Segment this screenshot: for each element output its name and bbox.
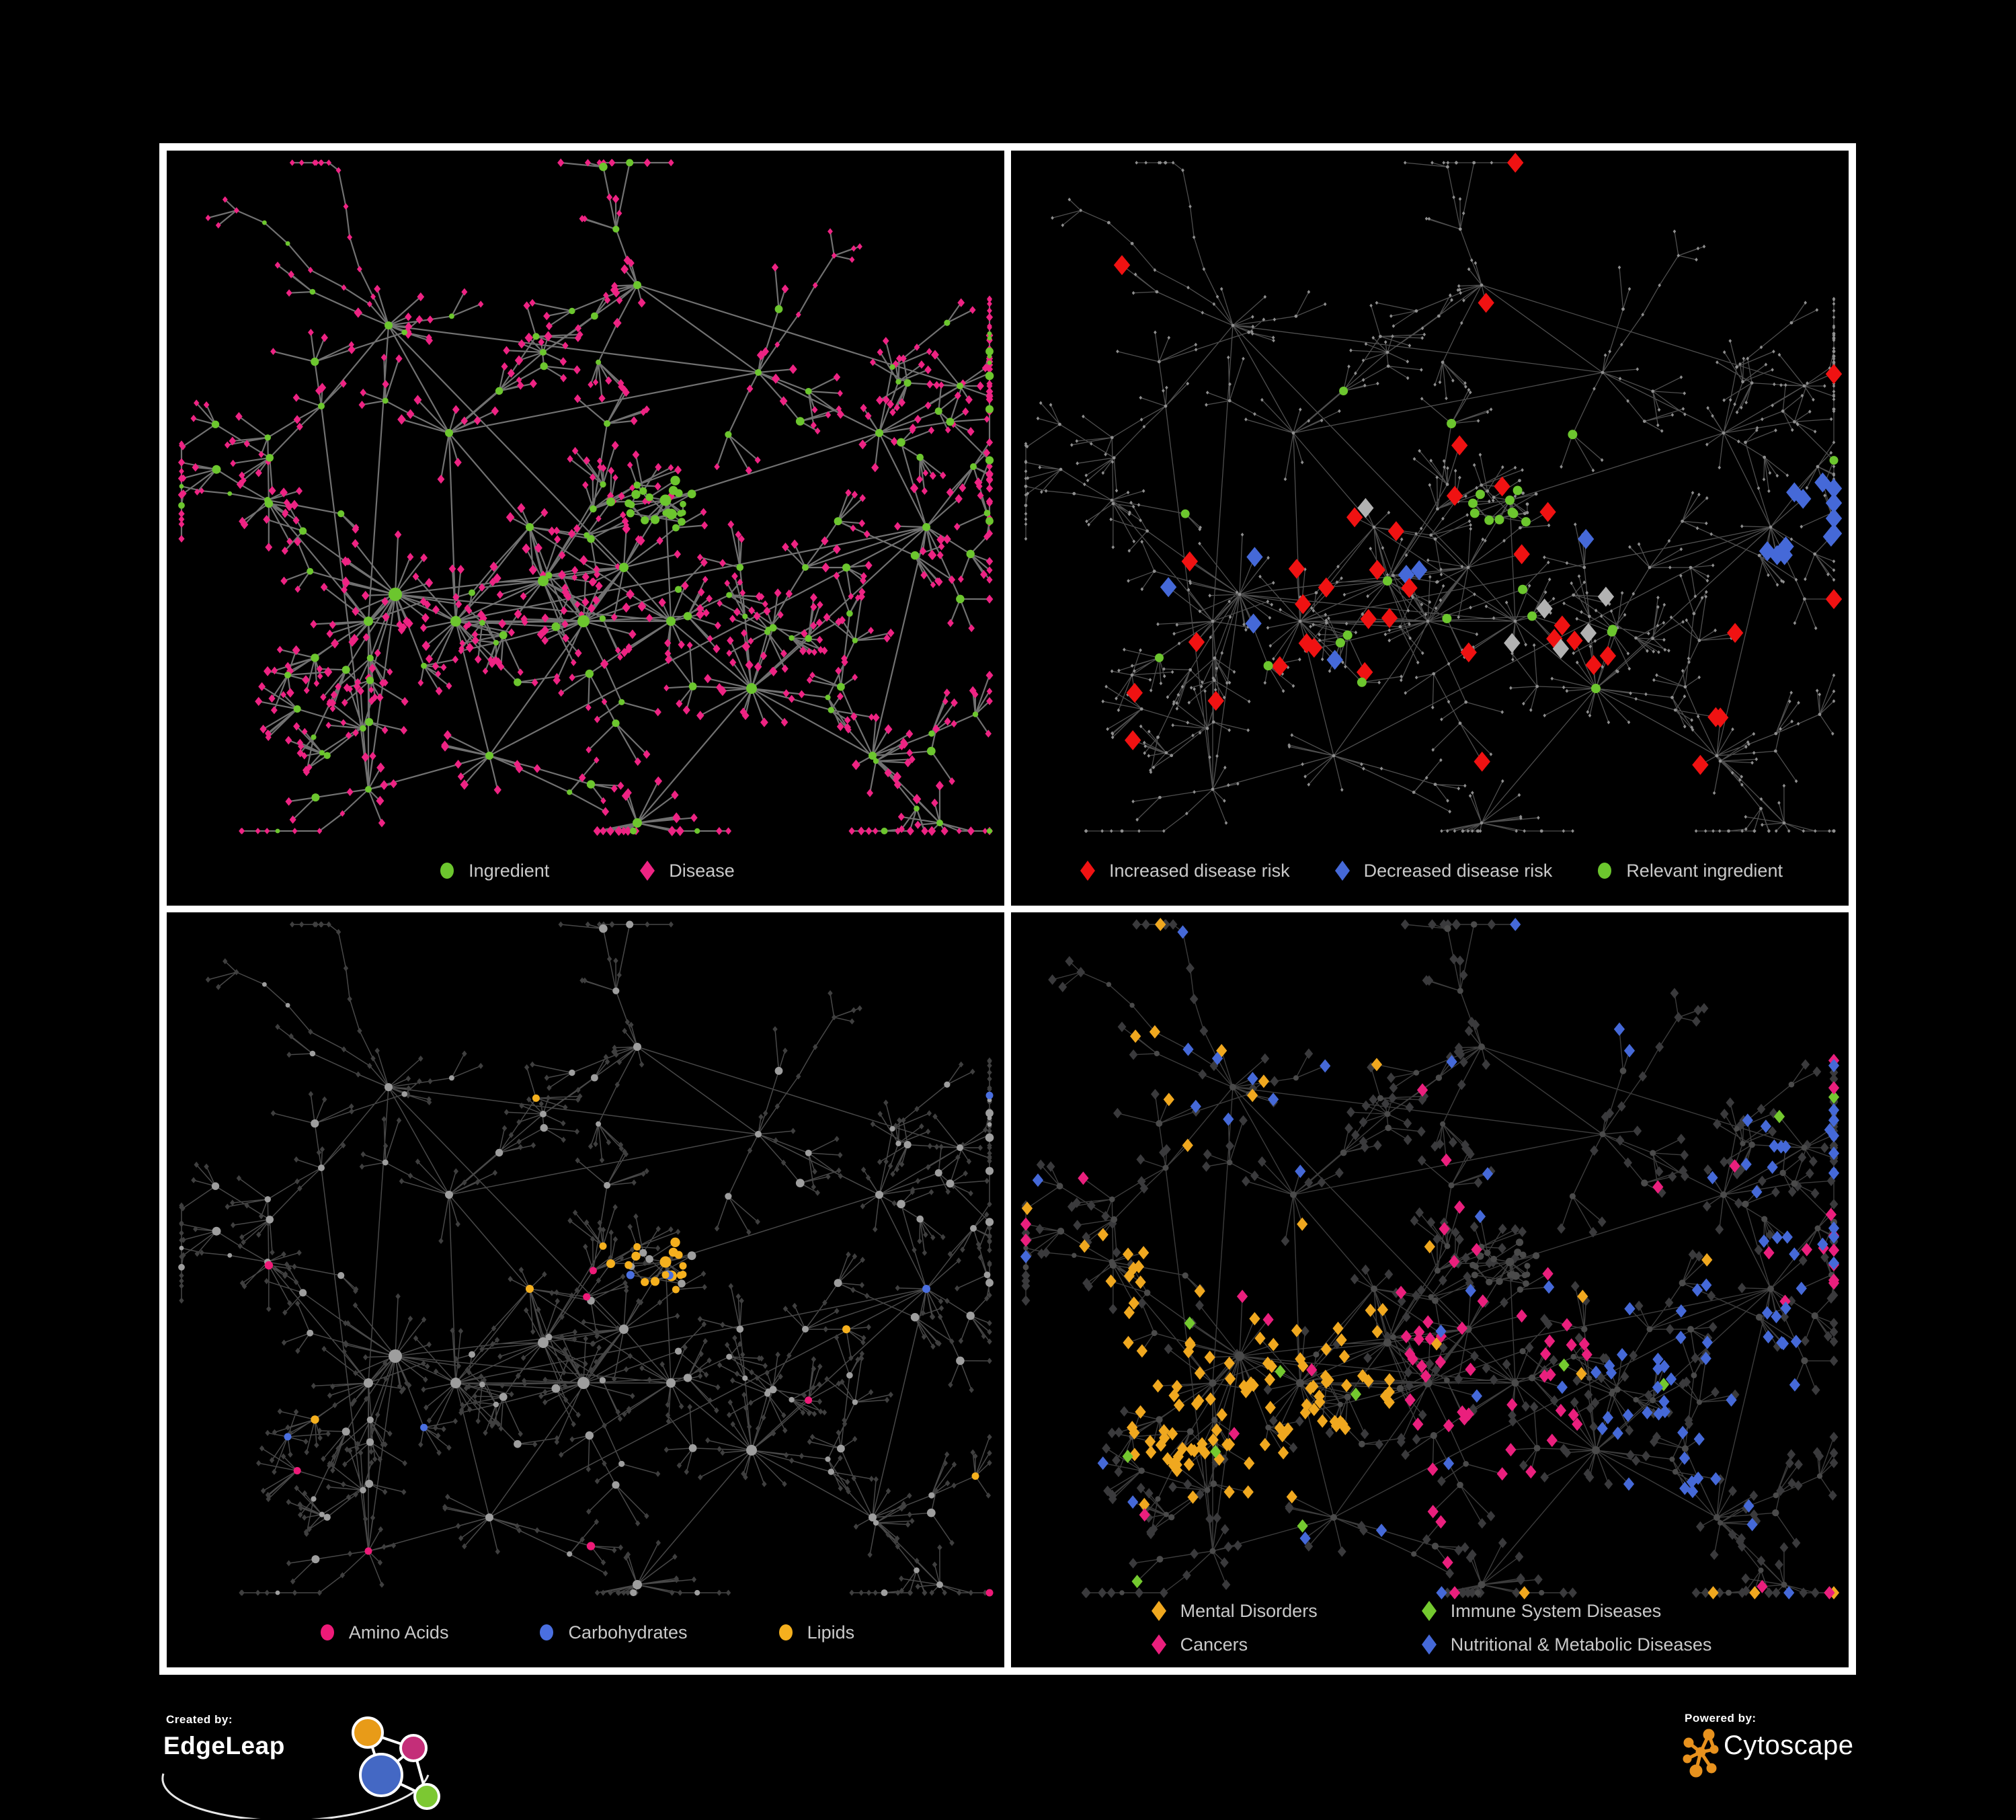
edgeleap-swoosh [161, 1773, 430, 1819]
edgeleap-logo-icon [161, 1716, 440, 1819]
legend-item: Relevant ingredient [1594, 859, 1783, 883]
legend-label: Disease [669, 860, 735, 881]
network-grid: Ingredient Disease Increased disease risk… [159, 143, 1856, 1675]
legend-label: Cancers [1180, 1634, 1248, 1655]
panel-ingredient-disease: Ingredient Disease [167, 151, 1004, 906]
legend-item: Increased disease risk [1077, 859, 1290, 883]
legend-circle-swatch [440, 863, 454, 879]
panel-nutrient-classes: Amino Acids Carbohydrates Lipids [167, 912, 1004, 1667]
panel-disease-categories: Mental Disorders Immune System Diseases Ca… [1011, 912, 1849, 1667]
disease-category-network-canvas [1020, 918, 1840, 1599]
legend-item: Cancers [1148, 1632, 1318, 1657]
legend-item: Decreased disease risk [1332, 859, 1553, 883]
ingredient-disease-network-canvas [177, 158, 994, 836]
legend-circle-swatch [540, 1624, 554, 1640]
legend-2: Increased disease risk Decreased disease … [1011, 859, 1849, 883]
legend-item: Immune System Diseases [1418, 1599, 1712, 1623]
disease-risk-network-canvas [1024, 153, 1843, 833]
legend-diamond-swatch [1080, 861, 1096, 881]
legend-circle-swatch [320, 1624, 334, 1640]
legend-diamond-swatch [1334, 861, 1350, 881]
legend-label: Carbohydrates [568, 1622, 688, 1643]
legend-diamond-swatch [1421, 1601, 1437, 1621]
legend-label: Relevant ingredient [1626, 860, 1783, 881]
legend-item: Nutritional & Metabolic Diseases [1418, 1632, 1712, 1657]
legend-diamond-swatch [1421, 1634, 1437, 1655]
legend-3: Amino Acids Carbohydrates Lipids [167, 1620, 1004, 1645]
legend-item: Carbohydrates [536, 1620, 688, 1645]
legend-circle-swatch [1598, 863, 1612, 879]
edgeleap-node-blue [359, 1753, 403, 1797]
edgeleap-node-magenta [399, 1734, 428, 1762]
legend-label: Lipids [807, 1622, 855, 1643]
cytoscape-logo-icon [1683, 1729, 1719, 1778]
legend-1: Ingredient Disease [167, 859, 1004, 883]
nutrient-class-network-canvas [178, 920, 994, 1597]
panel-disease-risk: Increased disease risk Decreased disease … [1011, 151, 1849, 906]
legend-circle-swatch [778, 1624, 793, 1640]
legend-item: Mental Disorders [1148, 1599, 1318, 1623]
created-by-caption: Created by: [166, 1713, 233, 1726]
legend-item: Disease [637, 859, 735, 883]
legend-label: Decreased disease risk [1363, 860, 1553, 881]
legend-label: Nutritional & Metabolic Diseases [1450, 1634, 1712, 1655]
legend-item: Lipids [775, 1620, 855, 1645]
legend-label: Increased disease risk [1109, 860, 1290, 881]
legend-diamond-swatch [640, 861, 655, 881]
edgeleap-brand: EdgeLeap [163, 1732, 285, 1759]
edgeleap-credit: Created by: EdgeLeap [159, 1708, 475, 1819]
cytoscape-brand: Cytoscape [1724, 1731, 1854, 1760]
legend-4: Mental Disorders Immune System Diseases Ca… [1011, 1599, 1849, 1657]
legend-diamond-swatch [1151, 1601, 1166, 1621]
edgeleap-node-orange [352, 1716, 384, 1749]
legend-item: Amino Acids [317, 1620, 449, 1645]
legend-item: Ingredient [436, 859, 549, 883]
legend-label: Mental Disorders [1180, 1600, 1318, 1621]
legend-label: Ingredient [469, 860, 550, 881]
powered-by-caption: Powered by: [1685, 1712, 1757, 1725]
legend-diamond-swatch [1151, 1634, 1166, 1655]
edgeleap-node-green [413, 1783, 440, 1810]
legend-label: Immune System Diseases [1450, 1600, 1662, 1621]
cytoscape-credit: Powered by: Cy [1681, 1708, 1902, 1788]
legend-label: Amino Acids [348, 1622, 449, 1643]
